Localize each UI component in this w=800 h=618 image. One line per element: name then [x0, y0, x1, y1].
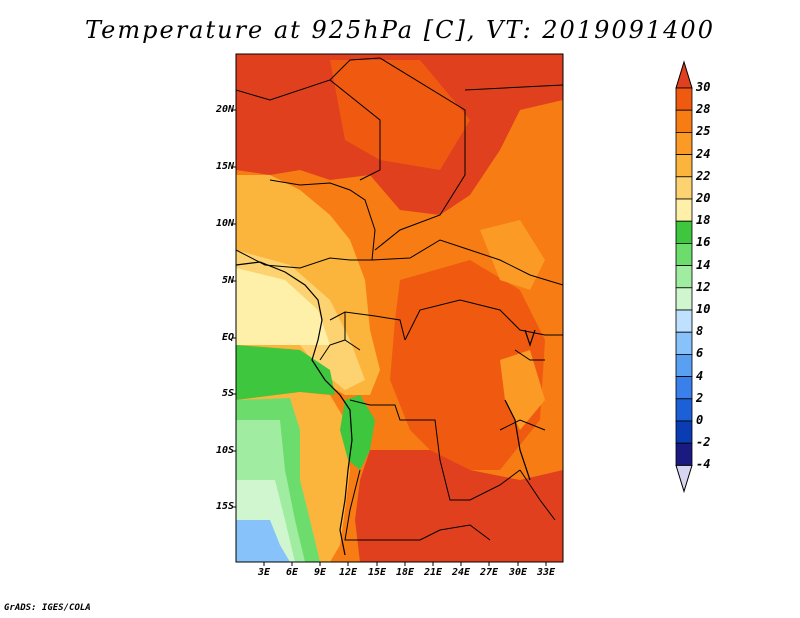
colorbar-label: 24: [696, 146, 711, 161]
lat-label: 15N: [215, 161, 234, 172]
lon-label: 24E: [451, 567, 471, 578]
lon-label: 15E: [367, 567, 387, 578]
colorbar-swatch: [675, 331, 693, 355]
colorbar-swatch: [675, 242, 693, 266]
colorbar-swatch: [675, 398, 693, 422]
colorbar-swatch: [675, 420, 693, 444]
colorbar-swatch: [675, 309, 693, 333]
coastline: [236, 261, 536, 556]
colorbar-label: 18: [696, 213, 711, 228]
colorbar-swatch: [675, 353, 693, 377]
lon-label: 3E: [257, 567, 271, 578]
colorbar-label: 4: [696, 368, 704, 383]
lat-label: EQ: [221, 332, 234, 343]
lat-label: 10N: [215, 218, 234, 229]
colorbar-label: 22: [696, 168, 711, 183]
colorbar-label: 30: [696, 80, 711, 94]
lon-label: 30E: [508, 567, 528, 578]
lat-ticks: [232, 109, 236, 508]
colorbar-bottom-arrow: [675, 464, 693, 494]
colorbar-label: 8: [696, 324, 704, 339]
colorbar-top-arrow: [675, 60, 693, 89]
colorbar-swatch: [675, 154, 693, 178]
lon-label: 27E: [479, 567, 499, 578]
lat-label: 5N: [221, 275, 234, 286]
colorbar-swatch: [675, 198, 693, 222]
colorbar-label: 12: [696, 279, 711, 294]
chart-title: Temperature at 925hPa [C], VT: 201909140…: [85, 16, 715, 44]
lon-label: 21E: [423, 567, 443, 578]
colorbar-label: 10: [696, 302, 711, 316]
colorbar-swatch: [675, 87, 693, 111]
colorbar: [675, 60, 693, 494]
colorbar-label: 20: [696, 191, 711, 205]
lon-label: 9E: [313, 567, 327, 578]
colorbar-label: 25: [696, 124, 711, 139]
lat-label: 20N: [215, 104, 234, 115]
colorbar-swatch: [675, 109, 693, 133]
colorbar-label: 28: [696, 102, 711, 117]
colorbar-label: -4: [696, 457, 711, 472]
lon-ticks: [263, 562, 547, 566]
lon-label: 33E: [536, 567, 556, 578]
lat-label: 15S: [215, 501, 234, 512]
colorbar-swatch: [675, 220, 693, 244]
colorbar-swatch: [675, 376, 693, 400]
colorbar-label: 16: [696, 235, 711, 250]
lon-label: 6E: [285, 567, 299, 578]
colorbar-swatch: [675, 442, 693, 466]
colorbar-swatch: [675, 131, 693, 155]
colorbar-swatch: [675, 287, 693, 311]
lon-label: 12E: [338, 567, 358, 578]
map-frame: [235, 53, 564, 563]
colorbar-label: -2: [696, 435, 711, 450]
temperature-field: [236, 54, 563, 562]
colorbar-label: 0: [696, 413, 704, 427]
colorbar-label: 14: [696, 257, 711, 272]
colorbar-swatch: [675, 176, 693, 200]
lon-label: 18E: [395, 567, 415, 578]
colorbar-label: 6: [696, 346, 704, 361]
lat-label: 5S: [221, 388, 234, 399]
colorbar-label: 2: [696, 390, 704, 405]
footer-credit: GrADS: IGES/COLA: [4, 603, 91, 613]
colorbar-swatch: [675, 265, 693, 289]
lat-label: 10S: [215, 445, 234, 456]
